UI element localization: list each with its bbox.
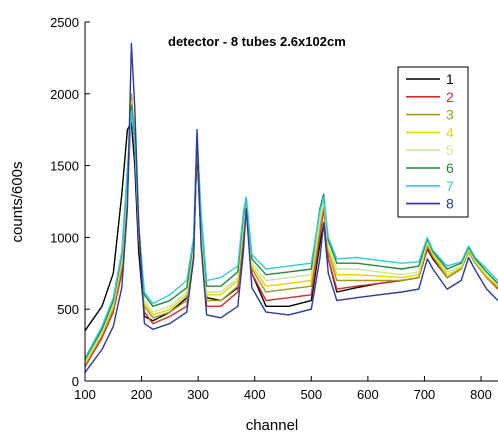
axes-layer (84, 22, 498, 382)
x-tick-label: 200 (131, 387, 153, 402)
x-tick-label: 700 (414, 387, 436, 402)
x-axis-title: channel (246, 417, 299, 434)
y-tick-label: 0 (72, 374, 79, 389)
legend-box (397, 66, 469, 218)
legend-label-2: 2 (446, 89, 454, 105)
legend-items: 1 2 34 5 6 7 8 (406, 71, 454, 212)
legend-label-4: 4 (446, 124, 454, 140)
y-axis-title: counts/600s (9, 162, 26, 243)
legend-label-5: 5 (446, 142, 454, 158)
y-tick-label: 1000 (50, 230, 79, 245)
legend-label-7: 7 (446, 178, 454, 194)
series-line-7 (84, 110, 498, 359)
x-tick-label: 100 (74, 387, 96, 402)
legend-label-1: 1 (446, 71, 454, 87)
x-tick-label: 600 (357, 387, 379, 402)
y-tick-label: 2500 (50, 15, 79, 30)
x-tick-label: 800 (470, 387, 492, 402)
x-tick-label: 300 (187, 387, 209, 402)
legend-label-6: 6 (446, 160, 454, 176)
x-tick-label: 400 (244, 387, 266, 402)
ticks-layer: 100 200 300 400 500 600 700 800 0 500 1000 1500 2000… (50, 15, 492, 402)
x-tick-label: 500 (300, 387, 322, 402)
chart-title: detector - 8 tubes 2.6x102cm (168, 34, 346, 49)
y-tick-label: 1500 (50, 159, 79, 174)
y-tick-label: 2000 (50, 87, 79, 102)
legend-label-8: 8 (446, 196, 454, 212)
series-line-8 (84, 42, 498, 373)
series-layer (84, 42, 498, 373)
y-tick-label: 500 (57, 302, 79, 317)
legend-label-3: 3 (446, 107, 454, 123)
legend: 1 2 34 5 6 7 8 (397, 66, 469, 218)
